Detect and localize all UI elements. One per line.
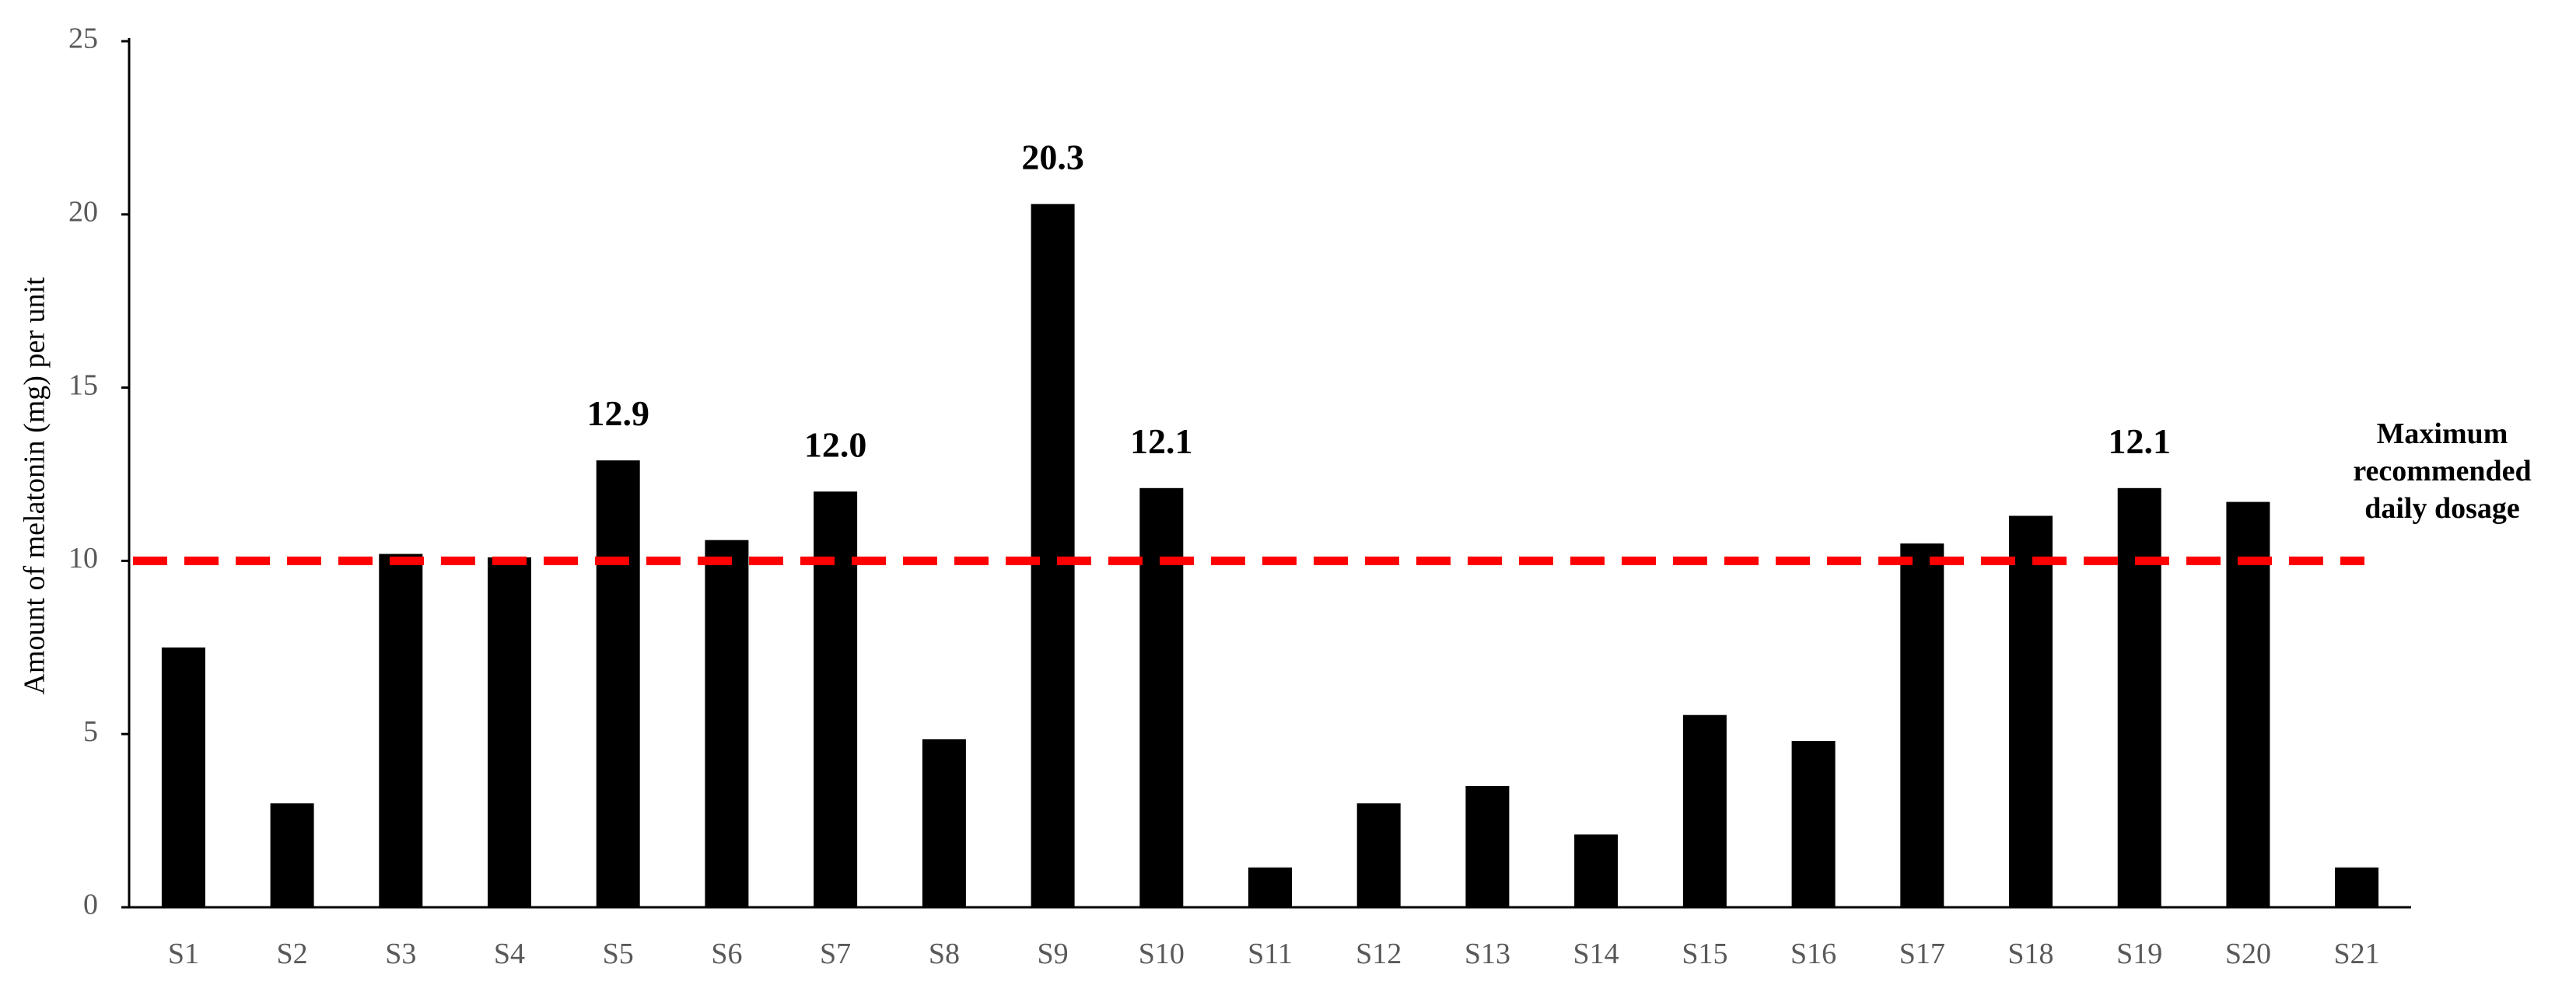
bar-s2 xyxy=(270,803,314,907)
bar-s19 xyxy=(2117,487,2161,907)
bar-s15 xyxy=(1682,714,1727,907)
x-tick-label-s2: S2 xyxy=(277,938,308,970)
y-tick-label: 20 xyxy=(68,196,98,229)
y-tick-label: 15 xyxy=(68,369,98,401)
y-tick-label: 5 xyxy=(83,715,98,748)
bar-s5 xyxy=(596,460,640,907)
axes-layer xyxy=(121,38,2411,909)
bar-s14 xyxy=(1574,834,1619,907)
y-axis-title: Amount of melatonin (mg) per unit xyxy=(19,277,51,695)
x-tick-label-s10: S10 xyxy=(1139,938,1185,970)
bar-s17 xyxy=(1900,543,1944,907)
x-tick-label-s9: S9 xyxy=(1038,938,1069,970)
bar-s13 xyxy=(1465,786,1510,907)
x-tick-label-s15: S15 xyxy=(1682,938,1727,970)
bar-s10 xyxy=(1139,487,1184,907)
bar-s8 xyxy=(922,739,966,907)
x-tick-label-s14: S14 xyxy=(1573,938,1619,970)
bar-s11 xyxy=(1248,867,1292,907)
data-label-s7: 12.0 xyxy=(804,424,867,464)
reference-line-label-line: daily dosage xyxy=(2364,492,2520,525)
x-tick-label-s5: S5 xyxy=(603,938,634,970)
bar-s9 xyxy=(1031,204,1075,907)
x-tick-label-s12: S12 xyxy=(1356,938,1402,970)
x-tick-label-s6: S6 xyxy=(711,938,742,970)
x-tick-label-s7: S7 xyxy=(820,938,851,970)
bar-s12 xyxy=(1356,803,1401,907)
bar-s20 xyxy=(2226,501,2270,907)
data-label-s19: 12.1 xyxy=(2108,421,2171,461)
reference-line-label-line: Maximum xyxy=(2377,417,2508,450)
bar-s16 xyxy=(1791,741,1836,907)
x-tick-label-s16: S16 xyxy=(1790,938,1836,970)
labels-layer: 0 5 10 15 20 25 S1 S2 S3 S4 S5 S6 S7 S8 S9 S10 S11 S12 S13… xyxy=(68,23,2532,970)
x-tick-label-s4: S4 xyxy=(494,938,525,970)
y-axis-title-group: Amount of melatonin (mg) per unit xyxy=(19,277,51,695)
x-tick-label-s17: S17 xyxy=(1899,938,1945,970)
x-tick-label-s20: S20 xyxy=(2225,938,2271,970)
bar-s6 xyxy=(705,540,749,907)
data-label-s9: 20.3 xyxy=(1021,137,1084,176)
x-tick-label-s3: S3 xyxy=(385,938,416,970)
bar-s1 xyxy=(161,647,205,907)
data-label-s10: 12.1 xyxy=(1130,421,1193,461)
reference-line-label-line: recommended xyxy=(2353,455,2531,487)
x-tick-label-s13: S13 xyxy=(1465,938,1510,970)
x-tick-label-s18: S18 xyxy=(2007,938,2053,970)
bar-s3 xyxy=(379,554,423,907)
x-tick-label-s19: S19 xyxy=(2116,938,2162,970)
x-tick-label-s11: S11 xyxy=(1248,938,1293,970)
bars-layer xyxy=(161,204,2379,907)
x-tick-label-s8: S8 xyxy=(929,938,960,970)
data-label-s5: 12.9 xyxy=(586,393,649,433)
bar-s18 xyxy=(2009,515,2053,907)
bar-s4 xyxy=(488,557,531,907)
x-tick-label-s1: S1 xyxy=(168,938,199,970)
bar-s21 xyxy=(2335,867,2379,907)
y-tick-label: 0 xyxy=(83,889,98,921)
y-tick-label: 10 xyxy=(68,542,98,575)
x-tick-label-s21: S21 xyxy=(2334,938,2380,970)
y-tick-label: 25 xyxy=(68,23,98,55)
bar-s7 xyxy=(814,491,858,907)
